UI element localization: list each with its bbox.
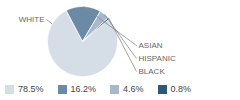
html-text:78.5%: 78.5% [18,84,44,94]
svg-text:WHITE: WHITE [19,15,45,24]
svg-text:HISPANIC: HISPANIC [139,54,176,63]
svg-text:BLACK: BLACK [139,67,166,76]
html-text:16.2%: 16.2% [70,84,97,94]
svg-text:ASIAN: ASIAN [139,41,163,50]
html-text:0.8%: 0.8% [170,84,192,94]
html-text:4.6%: 4.6% [123,84,144,94]
